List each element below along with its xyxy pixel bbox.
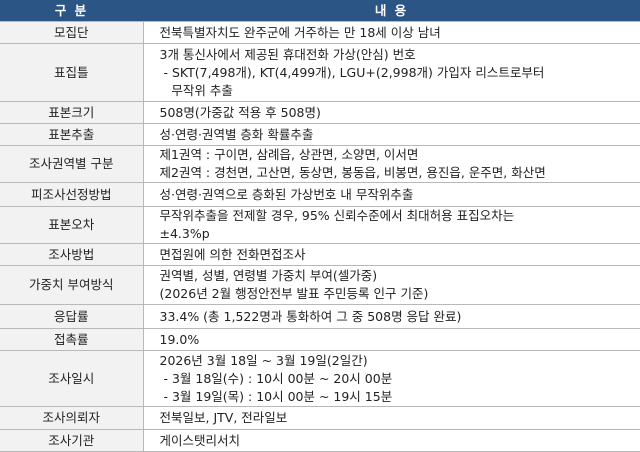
row-label: 응답률 bbox=[0, 305, 143, 329]
content-line: 제1권역 : 구이면, 삼례읍, 상관면, 소양면, 이서면 bbox=[160, 146, 640, 164]
content-line: 무작위 추출 bbox=[160, 82, 640, 100]
table-row: 피조사선정방법 성·연령·권역으로 층화된 가상번호 내 무작위추출 bbox=[0, 183, 640, 207]
content-line: 3개 통신사에서 제공된 휴대전화 가상(안심) 번호 bbox=[160, 46, 640, 64]
row-label: 표본크기 bbox=[0, 102, 143, 124]
content-line: 무작위추출을 전제할 경우, 95% 신뢰수준에서 최대허용 표집오차는 bbox=[160, 207, 640, 225]
table-row: 조사의뢰자 전북일보, JTV, 전라일보 bbox=[0, 407, 640, 430]
row-content: 33.4% (총 1,522명과 통화하여 그 중 508명 응답 완료) bbox=[143, 305, 640, 329]
content-line: - 3월 18일(수) : 10시 00분 ~ 20시 00분 bbox=[160, 370, 640, 388]
row-content: 성·연령·권역별 층화 확률추출 bbox=[143, 124, 640, 146]
row-label: 조사일시 bbox=[0, 351, 143, 407]
row-content: 면접원에 의한 전화면접조사 bbox=[143, 244, 640, 266]
content-line: - SKT(7,498개), KT(4,499개), LGU+(2,998개) … bbox=[160, 64, 640, 82]
content-line: 면접원에 의한 전화면접조사 bbox=[160, 246, 640, 264]
content-line: 전북특별자치도 완주군에 거주하는 만 18세 이상 남녀 bbox=[160, 24, 640, 42]
row-content: 508명(가중값 적용 후 508명) bbox=[143, 102, 640, 124]
row-content: 전북일보, JTV, 전라일보 bbox=[143, 407, 640, 430]
content-line: 권역별, 성별, 연령별 가중치 부여(셀가중) bbox=[160, 267, 640, 285]
row-content: 무작위추출을 전제할 경우, 95% 신뢰수준에서 최대허용 표집오차는±4.3… bbox=[143, 207, 640, 244]
table-header-row: 구 분 내 용 bbox=[0, 0, 640, 22]
row-label: 조사의뢰자 bbox=[0, 407, 143, 430]
row-label: 가중치 부여방식 bbox=[0, 266, 143, 305]
row-content: 전북특별자치도 완주군에 거주하는 만 18세 이상 남녀 bbox=[143, 22, 640, 44]
row-label: 표본오차 bbox=[0, 207, 143, 244]
table-row: 모집단 전북특별자치도 완주군에 거주하는 만 18세 이상 남녀 bbox=[0, 22, 640, 44]
row-content: 게이스탯리서치 bbox=[143, 430, 640, 452]
row-label: 조사권역별 구분 bbox=[0, 146, 143, 183]
content-line: 성·연령·권역별 층화 확률추출 bbox=[160, 126, 640, 144]
table-row: 표본크기 508명(가중값 적용 후 508명) bbox=[0, 102, 640, 124]
row-content: 3개 통신사에서 제공된 휴대전화 가상(안심) 번호 - SKT(7,498개… bbox=[143, 44, 640, 102]
content-line: 33.4% (총 1,522명과 통화하여 그 중 508명 응답 완료) bbox=[160, 308, 640, 326]
content-line: 성·연령·권역으로 층화된 가상번호 내 무작위추출 bbox=[160, 186, 640, 204]
content-line: 508명(가중값 적용 후 508명) bbox=[160, 104, 640, 122]
content-line: 제2권역 : 경천면, 고산면, 동상면, 봉동읍, 비봉면, 용진읍, 운주면… bbox=[160, 164, 640, 182]
table-row: 접촉률 19.0% bbox=[0, 329, 640, 351]
content-line: (2026년 2월 행정안전부 발표 주민등록 인구 기준) bbox=[160, 285, 640, 303]
row-content: 19.0% bbox=[143, 329, 640, 351]
table-row: 조사기관 게이스탯리서치 bbox=[0, 430, 640, 452]
row-content: 권역별, 성별, 연령별 가중치 부여(셀가중)(2026년 2월 행정안전부 … bbox=[143, 266, 640, 305]
table-row: 표본추출 성·연령·권역별 층화 확률추출 bbox=[0, 124, 640, 146]
row-label: 피조사선정방법 bbox=[0, 183, 143, 207]
row-content: 2026년 3월 18일 ~ 3월 19일(2일간) - 3월 18일(수) :… bbox=[143, 351, 640, 407]
row-label: 표본추출 bbox=[0, 124, 143, 146]
row-content: 성·연령·권역으로 층화된 가상번호 내 무작위추출 bbox=[143, 183, 640, 207]
header-category: 구 분 bbox=[0, 0, 143, 22]
table-row: 조사방법 면접원에 의한 전화면접조사 bbox=[0, 244, 640, 266]
row-label: 조사기관 bbox=[0, 430, 143, 452]
row-label: 접촉률 bbox=[0, 329, 143, 351]
content-line: ±4.3%p bbox=[160, 225, 640, 243]
content-line: 게이스탯리서치 bbox=[160, 432, 640, 450]
content-line: 19.0% bbox=[160, 331, 640, 349]
content-line: 전북일보, JTV, 전라일보 bbox=[160, 409, 640, 427]
header-content: 내 용 bbox=[143, 0, 640, 22]
row-label: 표집틀 bbox=[0, 44, 143, 102]
table-row: 응답률 33.4% (총 1,522명과 통화하여 그 중 508명 응답 완료) bbox=[0, 305, 640, 329]
content-line: - 3월 19일(목) : 10시 00분 ~ 19시 15분 bbox=[160, 388, 640, 406]
row-label: 모집단 bbox=[0, 22, 143, 44]
content-line: 2026년 3월 18일 ~ 3월 19일(2일간) bbox=[160, 352, 640, 370]
row-label: 조사방법 bbox=[0, 244, 143, 266]
